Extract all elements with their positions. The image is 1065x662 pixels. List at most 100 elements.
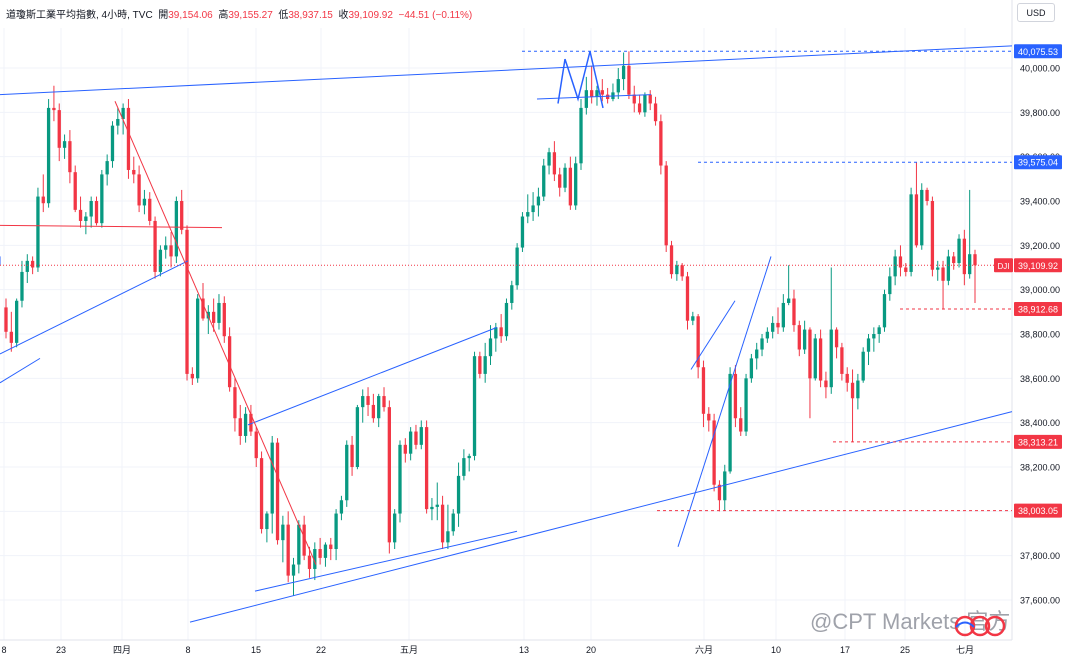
candle [920, 183, 924, 250]
candle [627, 51, 631, 100]
trendline[interactable] [247, 326, 498, 426]
candle-body [307, 555, 312, 569]
candle-body [275, 442, 280, 541]
candle-body [515, 247, 519, 286]
candle [568, 156, 573, 210]
candle [605, 87, 610, 104]
candle [872, 327, 876, 352]
price-label: 38,313.21 [1014, 434, 1062, 449]
symbol-tag-text: DJI [998, 262, 1010, 271]
candle-body [456, 475, 461, 514]
trendline[interactable] [690, 300, 736, 370]
candle-body [829, 329, 833, 388]
trendline[interactable] [0, 357, 41, 384]
currency-button[interactable]: USD [1017, 3, 1055, 22]
trendline[interactable] [677, 256, 772, 547]
candle-body [691, 316, 695, 321]
candle [217, 294, 221, 330]
candle-body [733, 373, 738, 419]
candle-body [254, 431, 258, 459]
candle-body [877, 327, 881, 334]
trendline[interactable] [0, 260, 189, 355]
candle [243, 407, 248, 443]
candle-body [100, 174, 104, 224]
time-tick-label: 23 [56, 645, 66, 655]
horizontal-levels [0, 50, 1012, 512]
candle [84, 212, 88, 235]
candle-body [478, 356, 482, 374]
candle-body [462, 458, 466, 476]
candle-body [563, 167, 567, 188]
candle-body [281, 524, 285, 541]
candle [345, 440, 349, 507]
candle-body [845, 373, 849, 383]
candle-body [142, 198, 147, 206]
price-label-text: 40,075.53 [1018, 47, 1058, 57]
trendline[interactable] [0, 45, 1013, 96]
time-tick-label: 10 [771, 645, 781, 655]
candle-body [430, 506, 434, 510]
candle-body [302, 524, 306, 556]
candle [377, 393, 381, 428]
candle-body [653, 103, 658, 122]
candle [866, 334, 871, 366]
candle [318, 537, 322, 565]
candle [94, 196, 99, 226]
candle-body [174, 201, 179, 257]
candle-body [664, 165, 668, 246]
candle [488, 325, 493, 366]
candle [946, 249, 951, 286]
candle-body [792, 298, 796, 326]
candle-body [936, 267, 940, 270]
trendline[interactable] [114, 101, 317, 565]
candle-body [164, 245, 168, 250]
candle-body [531, 205, 535, 213]
candle [600, 79, 604, 102]
candle [542, 158, 546, 201]
trendline[interactable] [0, 224, 223, 229]
time-tick-label: 25 [900, 645, 910, 655]
candle-body [542, 165, 546, 197]
candle [787, 265, 791, 306]
candle [579, 99, 583, 170]
price-label-text: 39,109.92 [1018, 261, 1058, 271]
candle-body [227, 336, 232, 388]
candle [685, 271, 690, 330]
trendline[interactable] [536, 94, 652, 100]
trendline[interactable] [254, 530, 518, 592]
candle [440, 495, 445, 550]
candle-body [952, 256, 956, 264]
candle-body [238, 418, 242, 436]
price-label-text: 38,003.05 [1018, 506, 1058, 516]
candle-body [14, 300, 19, 343]
time-tick-label: 13 [519, 645, 529, 655]
symbol-tag-bg [994, 258, 1013, 273]
candle [776, 307, 780, 334]
candle-body [808, 329, 812, 379]
candle-body [909, 194, 913, 272]
time-tick-label: 17 [840, 645, 850, 655]
candle [398, 440, 402, 523]
candle-body [398, 444, 402, 514]
candle [68, 130, 72, 184]
candle-body [712, 420, 716, 485]
grid [0, 28, 1012, 640]
price-tick-label: 38,600.00 [1020, 374, 1060, 384]
pattern-drawing[interactable] [557, 51, 604, 109]
chart-header: 道瓊斯工業平均指數, 4小時, TVC 開39,154.06 高39,155.2… [6, 6, 472, 21]
candle-body [286, 524, 290, 576]
candle [930, 196, 935, 277]
candle [4, 298, 8, 339]
trendline[interactable] [189, 411, 1013, 623]
time-tick-label: 五月 [400, 645, 418, 655]
candle-body [621, 65, 626, 80]
candle [888, 267, 892, 301]
candle [462, 449, 466, 481]
price-label: 39,575.04 [1014, 155, 1062, 170]
candle-body [73, 172, 77, 210]
close-label: 收 [338, 10, 349, 21]
candle-body [259, 458, 264, 530]
candle-body [925, 189, 929, 201]
price-label-text: 39,575.04 [1018, 158, 1058, 168]
